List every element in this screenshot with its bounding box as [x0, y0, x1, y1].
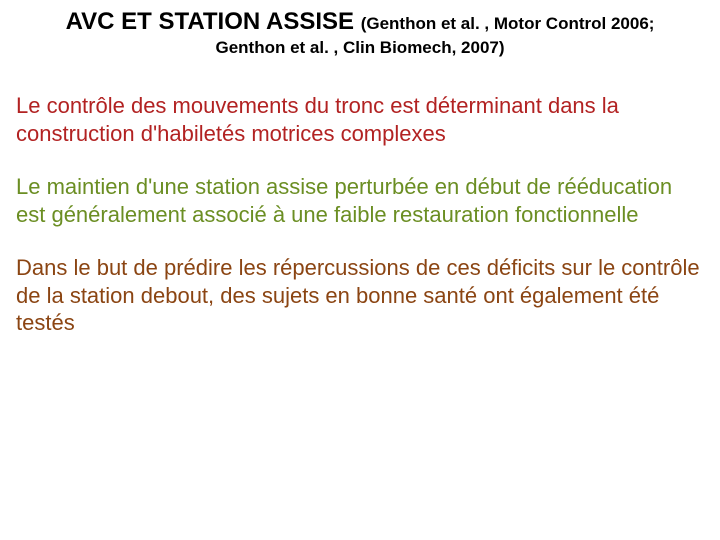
slide: AVC ET STATION ASSISE (Genthon et al. , …: [0, 0, 720, 540]
paragraph-prediction: Dans le but de prédire les répercussions…: [12, 254, 708, 337]
paragraph-trunk-control: Le contrôle des mouvements du tronc est …: [12, 92, 708, 147]
slide-title-main: AVC ET STATION ASSISE: [66, 8, 361, 35]
slide-title-block: AVC ET STATION ASSISE (Genthon et al. , …: [12, 8, 708, 58]
slide-title-citation-line1: (Genthon et al. , Motor Control 2006;: [361, 14, 655, 33]
slide-title-citation-line2: Genthon et al. , Clin Biomech, 2007): [12, 38, 708, 58]
paragraph-seated-station: Le maintien d'une station assise perturb…: [12, 173, 708, 228]
